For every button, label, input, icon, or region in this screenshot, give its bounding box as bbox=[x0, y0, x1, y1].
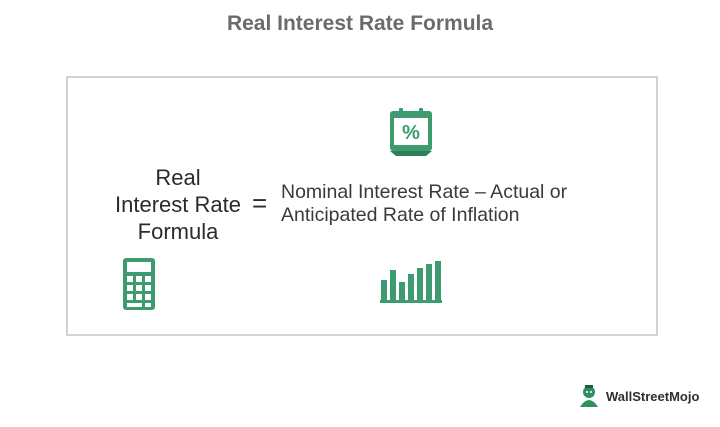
page-title: Real Interest Rate Formula bbox=[226, 12, 494, 35]
mojo-mascot-icon bbox=[580, 385, 598, 407]
percent-calendar-icon: % bbox=[390, 108, 432, 156]
term-line-2: Interest Rate bbox=[115, 192, 241, 217]
formula-card bbox=[66, 76, 658, 336]
calculator-icon bbox=[123, 258, 155, 310]
term-line-1: Real bbox=[155, 165, 201, 190]
brand-logo-text: WallStreetMojo bbox=[606, 388, 700, 404]
definition-line-1: Nominal Interest Rate – Actual or bbox=[281, 181, 568, 203]
definition-line-2: Anticipated Rate of Inflation bbox=[281, 204, 520, 226]
bar-chart-icon bbox=[380, 261, 442, 303]
equals-sign: = bbox=[252, 188, 268, 218]
formula-term: Real Interest Rate Formula bbox=[88, 164, 268, 245]
percent-symbol: % bbox=[402, 122, 420, 144]
brand-logo: WallStreetMojo bbox=[576, 383, 699, 409]
term-line-3: Formula bbox=[137, 219, 219, 244]
formula-definition: Nominal Interest Rate – Actual or Antici… bbox=[281, 181, 641, 227]
